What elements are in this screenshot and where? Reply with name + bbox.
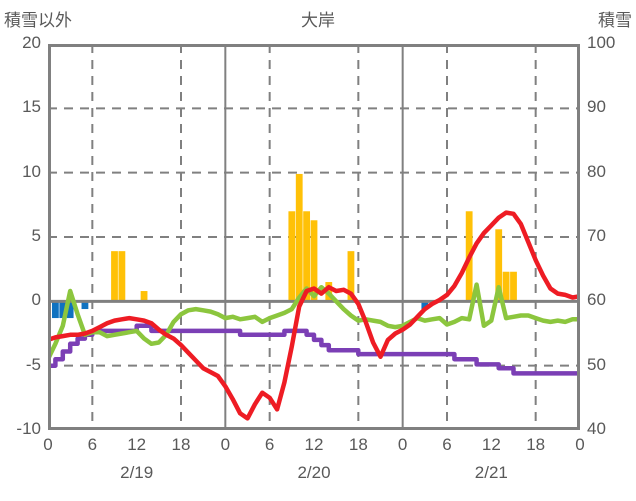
line-green bbox=[48, 282, 580, 362]
x-tick-hour: 0 bbox=[43, 435, 53, 454]
y-tick-left: 0 bbox=[31, 290, 41, 310]
y-tick-left: -5 bbox=[25, 354, 41, 374]
line-purple bbox=[48, 323, 580, 376]
bar-orange bbox=[295, 173, 303, 302]
y-tick-right: 40 bbox=[587, 419, 606, 438]
y-tick-left: 15 bbox=[22, 97, 41, 117]
bar-orange bbox=[510, 271, 517, 302]
y-tick-left: -10 bbox=[16, 419, 41, 438]
chart-canvas bbox=[48, 44, 580, 430]
x-tick-date: 2/21 bbox=[474, 463, 508, 482]
y-tick-left: 5 bbox=[31, 226, 41, 245]
bar-orange bbox=[310, 220, 318, 302]
bar-blue bbox=[81, 301, 89, 310]
x-tick-hour: 18 bbox=[171, 435, 191, 454]
x-tick-hour: 18 bbox=[348, 435, 368, 454]
right-axis-unit-label: 積雪 bbox=[598, 11, 632, 30]
chart-title: 大岸 bbox=[301, 11, 335, 30]
x-tick-hour: 12 bbox=[481, 435, 501, 454]
x-tick-hour: 12 bbox=[304, 435, 324, 454]
x-tick-hour: 6 bbox=[442, 435, 452, 454]
x-tick-hour: 0 bbox=[575, 435, 585, 454]
y-tick-right: 60 bbox=[587, 290, 606, 310]
line-red bbox=[48, 210, 580, 421]
y-tick-right: 70 bbox=[587, 226, 606, 245]
left-axis-unit-label: 積雪以外 bbox=[4, 11, 72, 30]
bar-orange bbox=[347, 251, 355, 302]
plot-area bbox=[48, 44, 580, 430]
bar-orange bbox=[118, 251, 126, 302]
bar-orange bbox=[288, 211, 296, 302]
y-tick-right: 50 bbox=[587, 354, 606, 374]
y-tick-right: 100 bbox=[587, 33, 616, 52]
x-tick-hour: 0 bbox=[220, 435, 231, 454]
bar-orange bbox=[502, 271, 510, 302]
x-tick-hour: 6 bbox=[264, 435, 275, 454]
bar-blue bbox=[421, 301, 429, 310]
bar-blue bbox=[59, 301, 67, 319]
bar-orange bbox=[303, 211, 311, 302]
x-tick-date: 2/20 bbox=[297, 463, 331, 482]
bar-blue bbox=[51, 301, 59, 319]
y-tick-right: 90 bbox=[587, 97, 606, 117]
x-tick-date: 2/19 bbox=[120, 463, 154, 482]
bar-orange bbox=[140, 291, 148, 302]
x-tick-hour: 18 bbox=[526, 435, 546, 454]
x-tick-hour: 12 bbox=[127, 435, 147, 454]
bar-orange bbox=[111, 251, 118, 302]
x-tick-hour: 6 bbox=[87, 435, 98, 454]
bar-blue bbox=[66, 301, 74, 319]
y-tick-left: 10 bbox=[22, 161, 41, 181]
x-tick-hour: 0 bbox=[397, 435, 408, 454]
bar-orange bbox=[495, 229, 503, 302]
y-tick-left: 20 bbox=[22, 33, 41, 52]
plot-border bbox=[48, 44, 580, 430]
y-tick-right: 80 bbox=[587, 161, 606, 181]
